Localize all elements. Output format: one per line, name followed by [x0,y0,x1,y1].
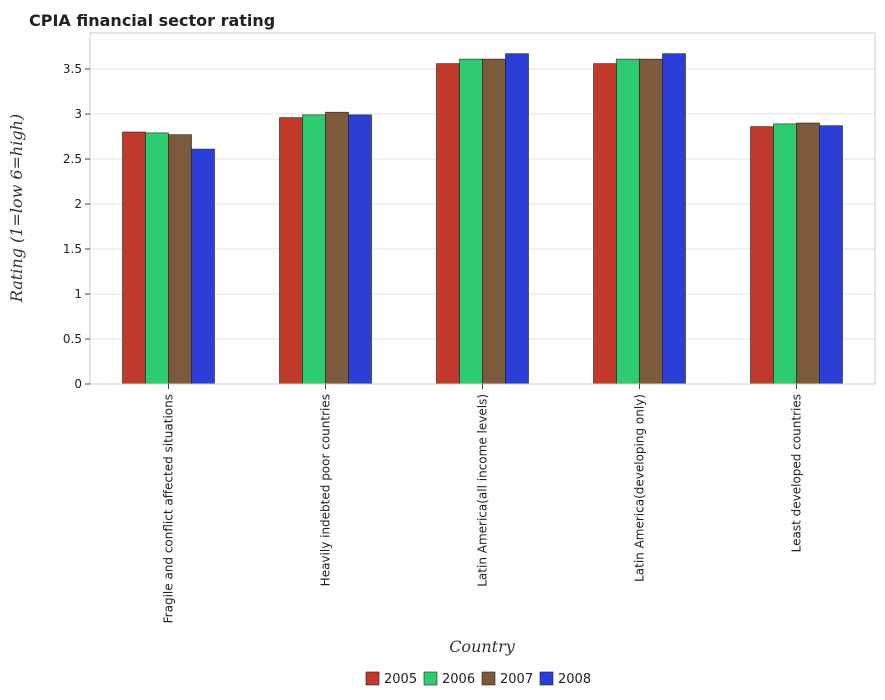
y-axis-title: Rating (1=low 6=high) [7,114,26,303]
bar-2007 [482,58,506,385]
bar-2007 [639,58,663,385]
bar-2008 [191,148,215,385]
y-tick-label: 0.5 [63,332,82,346]
bar-2005 [279,117,303,385]
legend-label: 2005 [384,672,417,687]
y-tick-label: 3.5 [63,62,82,76]
legend-label: 2007 [500,672,533,687]
bars [122,53,843,385]
y-tick-label: 1 [74,287,82,301]
y-tick-label: 2 [74,197,82,211]
bar-2005 [436,63,460,385]
bar-2008 [348,114,372,385]
x-tick-label: Latin America(developing only) [633,394,647,582]
bar-2008 [505,53,529,385]
bar-2008 [662,53,686,385]
x-tick-label: Latin America(all income levels) [476,394,490,587]
legend-label: 2006 [442,672,475,687]
bar-2005 [593,63,617,385]
bar-2006 [773,123,797,385]
y-tick-label: 0 [74,377,82,391]
bar-2008 [819,125,843,385]
y-tick-label: 1.5 [63,242,82,256]
legend-label: 2008 [558,672,591,687]
legend-swatch [365,671,380,686]
y-tick-label: 3 [74,107,82,121]
chart-title: CPIA financial sector rating [29,11,275,30]
x-tick-labels: Fragile and conflict affected situations… [162,384,804,623]
bar-2006 [145,132,169,385]
bar-2005 [750,126,774,385]
x-tick-label: Fragile and conflict affected situations [162,394,176,623]
y-tick-labels: 0 0.5 1 1.5 2 2.5 3 3.5 [63,62,90,391]
bar-2007 [796,122,820,385]
legend: 2005 2006 2007 2008 [365,671,591,687]
bar-2007 [168,134,192,385]
x-tick-label: Least developed countries [790,394,804,552]
x-axis-title: Country [449,637,516,656]
legend-swatch [539,671,554,686]
x-tick-label: Heavily indebted poor countries [319,394,333,586]
bar-2006 [302,114,326,385]
y-tick-label: 2.5 [63,152,82,166]
bar-2006 [459,58,483,385]
bar-2007 [325,111,349,385]
legend-swatch [423,671,438,686]
bar-2006 [616,58,640,385]
bar-2005 [122,131,146,385]
legend-swatch [481,671,496,686]
